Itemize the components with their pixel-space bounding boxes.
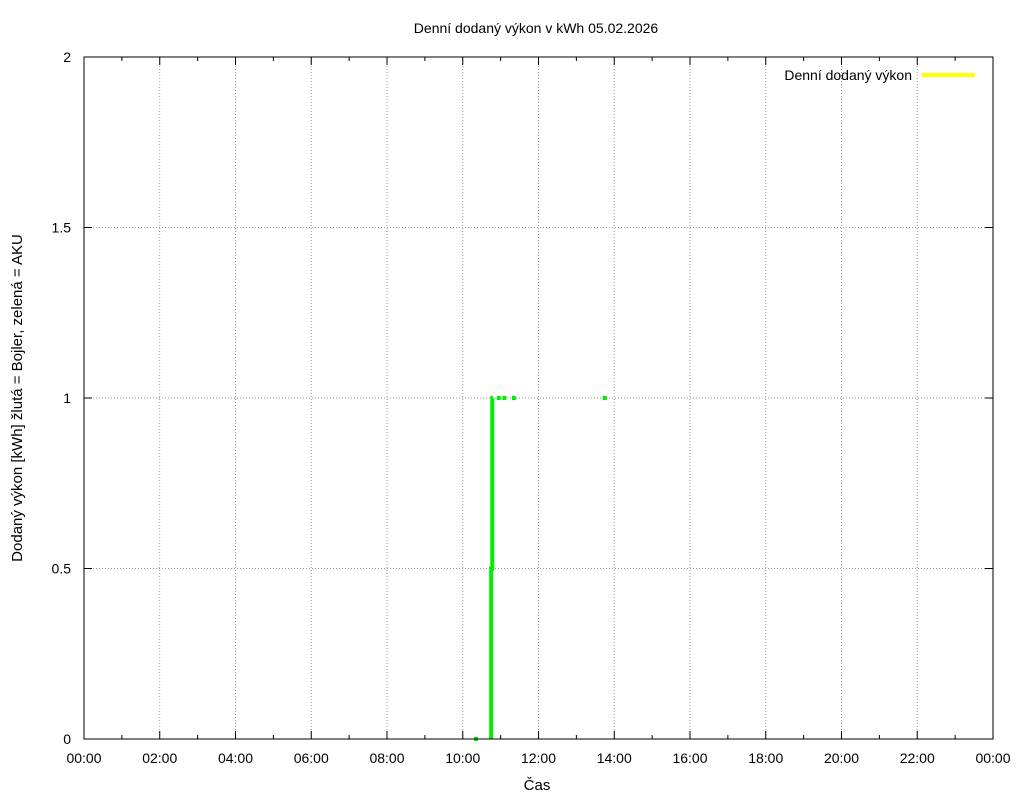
x-axis-label: Čas	[524, 777, 551, 794]
x-tick-label: 20:00	[824, 750, 859, 766]
grid	[84, 57, 993, 739]
series-point	[602, 396, 607, 400]
x-tick-label: 02:00	[142, 750, 177, 766]
x-tick-label: 18:00	[748, 750, 783, 766]
x-tick-label: 12:00	[521, 750, 556, 766]
plot-border	[83, 56, 994, 740]
series-point	[511, 396, 516, 400]
x-tick-labels: 00:00 02:00 04:00 06:00 08:00 10:00 12:00 14:00…	[66, 750, 1010, 766]
x-tick-label: 00:00	[66, 750, 101, 766]
chart-title: Denní dodaný výkon v kWh 05.02.2026	[414, 20, 659, 36]
y-tick-label: 1	[63, 390, 71, 406]
legend-label: Denní dodaný výkon	[784, 67, 912, 83]
series-point	[502, 396, 507, 400]
y-tick-label: 1.5	[52, 220, 72, 236]
x-tick-label: 08:00	[369, 750, 404, 766]
y-axis-label: Dodaný výkon [kWh] žlutá = Bojler, zelen…	[9, 234, 26, 562]
y-tick-label: 0	[63, 731, 71, 747]
x-tick-label: 10:00	[445, 750, 480, 766]
legend: Denní dodaný výkon	[784, 67, 975, 83]
y-tick-labels: 0 0.5 1 1.5 2	[52, 49, 72, 747]
x-tick-label: 00:00	[975, 750, 1010, 766]
x-tick-label: 04:00	[218, 750, 253, 766]
y-tick-label: 0.5	[52, 561, 72, 577]
y-tick-label: 2	[63, 49, 71, 65]
x-tick-label: 06:00	[294, 750, 329, 766]
x-tick-label: 14:00	[597, 750, 632, 766]
x-tick-label: 16:00	[672, 750, 707, 766]
series-point	[496, 396, 501, 400]
x-tick-label: 22:00	[900, 750, 935, 766]
series-line	[489, 396, 495, 739]
